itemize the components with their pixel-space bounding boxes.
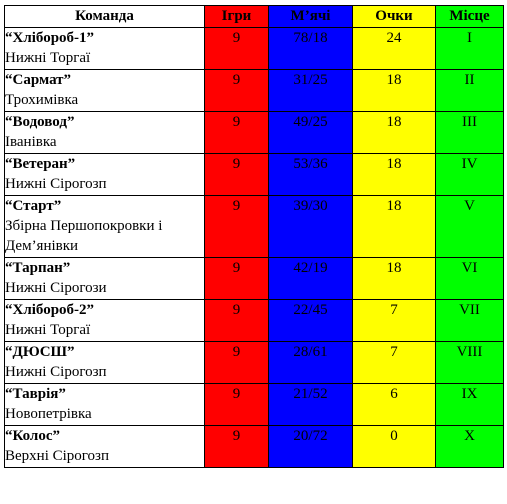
points-cell: 6 bbox=[352, 383, 436, 426]
team-name: “Сармат” bbox=[5, 72, 72, 88]
games-cell: 9 bbox=[204, 425, 269, 468]
points-cell: 18 bbox=[352, 153, 436, 196]
points-cell: 18 bbox=[352, 195, 436, 258]
team-town: Трохимівка bbox=[5, 92, 79, 108]
team-town: Нижні Сірогозп bbox=[5, 364, 107, 380]
team-name: “ДЮСШ” bbox=[5, 344, 75, 360]
team-town: Нижні Торгаї bbox=[5, 322, 91, 338]
team-name: “Хлібороб-2” bbox=[5, 302, 95, 318]
standings-body: “Хлібороб-1” Нижні Торгаї 9 78/18 24 I “Сармат… bbox=[4, 27, 504, 468]
team-cell: “Ветеран” Нижні Сірогозп bbox=[4, 153, 205, 196]
points-cell: 18 bbox=[352, 69, 436, 112]
games-cell: 9 bbox=[204, 111, 269, 154]
header-row: Команда Ігри М’ячі Очки Місце bbox=[4, 5, 504, 28]
team-name: “Таврія” bbox=[5, 386, 66, 402]
team-town: Нижні Торгаї bbox=[5, 50, 91, 66]
header-goals: М’ячі bbox=[268, 5, 353, 28]
place-cell: VII bbox=[435, 299, 504, 342]
goals-cell: 49/25 bbox=[268, 111, 353, 154]
place-cell: V bbox=[435, 195, 504, 258]
team-cell: “Таврія” Новопетрівка bbox=[4, 383, 205, 426]
table-row: “Таврія” Новопетрівка 9 21/52 6 IX bbox=[4, 383, 504, 426]
points-cell: 0 bbox=[352, 425, 436, 468]
place-cell: I bbox=[435, 27, 504, 70]
goals-cell: 22/45 bbox=[268, 299, 353, 342]
table-row: “Тарпан” Нижні Сірогози 9 42/19 18 VI bbox=[4, 257, 504, 300]
team-town: Верхні Сірогозп bbox=[5, 448, 110, 464]
team-cell: “Старт” Збірна Першопокровки і Дем’янівки bbox=[4, 195, 205, 258]
games-cell: 9 bbox=[204, 341, 269, 384]
games-cell: 9 bbox=[204, 69, 269, 112]
table-row: “Ветеран” Нижні Сірогозп 9 53/36 18 IV bbox=[4, 153, 504, 196]
team-name: “Тарпан” bbox=[5, 260, 71, 276]
table-row: “ДЮСШ” Нижні Сірогозп 9 28/61 7 VIII bbox=[4, 341, 504, 384]
games-cell: 9 bbox=[204, 299, 269, 342]
table-row: “Хлібороб-1” Нижні Торгаї 9 78/18 24 I bbox=[4, 27, 504, 70]
place-cell: III bbox=[435, 111, 504, 154]
header-team: Команда bbox=[4, 5, 205, 28]
goals-cell: 42/19 bbox=[268, 257, 353, 300]
place-cell: IV bbox=[435, 153, 504, 196]
team-cell: “Колос” Верхні Сірогозп bbox=[4, 425, 205, 468]
team-name: “Водовод” bbox=[5, 114, 75, 130]
standings-table: Команда Ігри М’ячі Очки Місце “Хлібороб-… bbox=[4, 5, 504, 468]
games-cell: 9 bbox=[204, 153, 269, 196]
games-cell: 9 bbox=[204, 383, 269, 426]
place-cell: VIII bbox=[435, 341, 504, 384]
header-games: Ігри bbox=[204, 5, 269, 28]
place-cell: IX bbox=[435, 383, 504, 426]
team-town: Нижні Сірогозп bbox=[5, 176, 107, 192]
team-name: “Хлібороб-1” bbox=[5, 30, 95, 46]
place-cell: II bbox=[435, 69, 504, 112]
team-town: Нижні Сірогози bbox=[5, 280, 107, 296]
team-cell: “Водовод” Іванівка bbox=[4, 111, 205, 154]
team-cell: “Хлібороб-2” Нижні Торгаї bbox=[4, 299, 205, 342]
points-cell: 18 bbox=[352, 111, 436, 154]
points-cell: 7 bbox=[352, 299, 436, 342]
games-cell: 9 bbox=[204, 27, 269, 70]
table-row: “Хлібороб-2” Нижні Торгаї 9 22/45 7 VII bbox=[4, 299, 504, 342]
header-place: Місце bbox=[435, 5, 504, 28]
goals-cell: 21/52 bbox=[268, 383, 353, 426]
header-points: Очки bbox=[352, 5, 436, 28]
games-cell: 9 bbox=[204, 195, 269, 258]
games-cell: 9 bbox=[204, 257, 269, 300]
goals-cell: 31/25 bbox=[268, 69, 353, 112]
place-cell: VI bbox=[435, 257, 504, 300]
points-cell: 18 bbox=[352, 257, 436, 300]
team-cell: “Хлібороб-1” Нижні Торгаї bbox=[4, 27, 205, 70]
team-name: “Ветеран” bbox=[5, 156, 76, 172]
goals-cell: 53/36 bbox=[268, 153, 353, 196]
team-town: Новопетрівка bbox=[5, 406, 92, 422]
team-name: “Старт” bbox=[5, 198, 62, 214]
team-cell: “Сармат” Трохимівка bbox=[4, 69, 205, 112]
goals-cell: 39/30 bbox=[268, 195, 353, 258]
team-cell: “ДЮСШ” Нижні Сірогозп bbox=[4, 341, 205, 384]
table-row: “Водовод” Іванівка 9 49/25 18 III bbox=[4, 111, 504, 154]
goals-cell: 78/18 bbox=[268, 27, 353, 70]
team-town: Іванівка bbox=[5, 134, 57, 150]
place-cell: X bbox=[435, 425, 504, 468]
table-row: “Колос” Верхні Сірогозп 9 20/72 0 X bbox=[4, 425, 504, 468]
points-cell: 7 bbox=[352, 341, 436, 384]
table-row: “Сармат” Трохимівка 9 31/25 18 II bbox=[4, 69, 504, 112]
points-cell: 24 bbox=[352, 27, 436, 70]
table-row: “Старт” Збірна Першопокровки і Дем’янівки… bbox=[4, 195, 504, 258]
team-name: “Колос” bbox=[5, 428, 61, 444]
goals-cell: 28/61 bbox=[268, 341, 353, 384]
goals-cell: 20/72 bbox=[268, 425, 353, 468]
team-cell: “Тарпан” Нижні Сірогози bbox=[4, 257, 205, 300]
team-town: Збірна Першопокровки і Дем’янівки bbox=[5, 218, 163, 254]
